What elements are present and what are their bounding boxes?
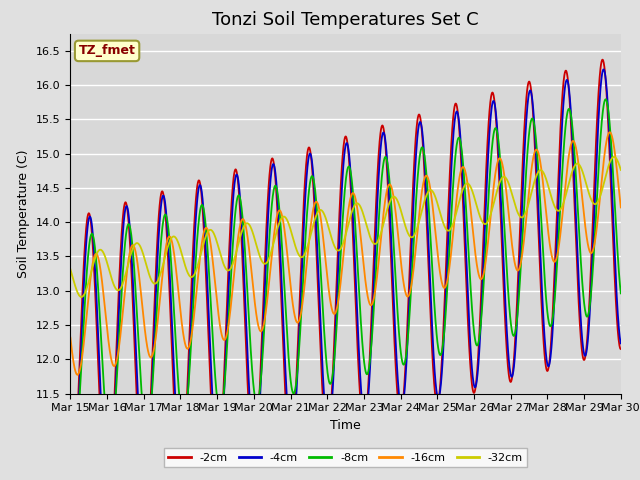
-2cm xyxy=(617,346,625,352)
-2cm xyxy=(601,71,609,77)
Line: -32cm: -32cm xyxy=(70,157,621,297)
-4cm xyxy=(601,72,609,77)
-4cm xyxy=(320,386,328,392)
-8cm xyxy=(500,219,508,225)
-2cm xyxy=(95,369,102,375)
-16cm xyxy=(74,372,81,378)
-8cm xyxy=(95,295,102,301)
-2cm xyxy=(599,57,607,62)
-16cm xyxy=(617,204,625,210)
-16cm xyxy=(500,171,508,177)
-8cm xyxy=(67,434,74,440)
-32cm xyxy=(610,154,618,160)
-4cm xyxy=(602,73,609,79)
-4cm xyxy=(95,347,102,352)
-16cm xyxy=(95,257,102,263)
Line: -4cm: -4cm xyxy=(70,70,621,480)
-4cm xyxy=(617,340,625,346)
-4cm xyxy=(335,263,342,269)
Line: -16cm: -16cm xyxy=(70,132,621,375)
-2cm xyxy=(601,68,609,74)
-4cm xyxy=(600,67,607,72)
-8cm xyxy=(602,96,609,102)
Text: TZ_fmet: TZ_fmet xyxy=(79,44,136,58)
-32cm xyxy=(320,210,328,216)
-16cm xyxy=(320,240,328,246)
-2cm xyxy=(334,243,342,249)
-32cm xyxy=(67,266,74,272)
-8cm xyxy=(601,97,609,103)
-32cm xyxy=(77,294,85,300)
-8cm xyxy=(617,290,625,296)
-32cm xyxy=(617,167,625,173)
-16cm xyxy=(601,147,609,153)
Y-axis label: Soil Temperature (C): Soil Temperature (C) xyxy=(17,149,30,278)
-32cm xyxy=(335,248,342,253)
-8cm xyxy=(70,448,77,454)
-16cm xyxy=(601,149,609,155)
Line: -8cm: -8cm xyxy=(70,99,621,451)
-8cm xyxy=(335,295,342,300)
-32cm xyxy=(601,176,609,181)
-32cm xyxy=(95,248,102,253)
-16cm xyxy=(335,298,342,303)
-4cm xyxy=(500,270,508,276)
-8cm xyxy=(320,321,328,327)
X-axis label: Time: Time xyxy=(330,419,361,432)
-16cm xyxy=(67,335,74,341)
-32cm xyxy=(500,174,508,180)
-2cm xyxy=(319,405,327,410)
Legend: -2cm, -4cm, -8cm, -16cm, -32cm: -2cm, -4cm, -8cm, -16cm, -32cm xyxy=(164,448,527,467)
-32cm xyxy=(601,177,609,182)
-16cm xyxy=(606,129,614,135)
-8cm xyxy=(601,97,609,103)
Line: -2cm: -2cm xyxy=(70,60,621,480)
-2cm xyxy=(500,289,508,295)
Title: Tonzi Soil Temperatures Set C: Tonzi Soil Temperatures Set C xyxy=(212,11,479,29)
